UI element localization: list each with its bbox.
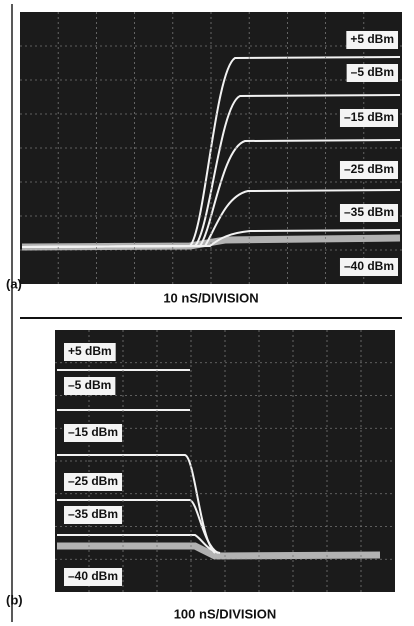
level-label: +5 dBm xyxy=(68,344,112,358)
level-label: –15 dBm xyxy=(68,425,118,439)
level-label: –25 dBm xyxy=(344,162,394,176)
level-label: –15 dBm xyxy=(344,110,394,124)
level-label: –25 dBm xyxy=(68,474,118,488)
scope-panel-a: +5 dBm –5 dBm –15 dBm –25 dBm –35 dBm –40 dBm xyxy=(20,12,402,284)
level-label: –5 dBm xyxy=(351,65,394,79)
scope-panel-b: +5 dBm –5 dBm –15 dBm –25 dBm –35 dBm –40 dBm xyxy=(55,330,395,592)
figure: +5 dBm –5 dBm –15 dBm –25 dBm –35 dBm –40 dBm… xyxy=(0,0,414,626)
level-label: –35 dBm xyxy=(344,205,394,219)
level-label: +5 dBm xyxy=(350,32,394,46)
level-label: –5 dBm xyxy=(68,378,111,392)
level-label: –35 dBm xyxy=(68,507,118,521)
caption: 10 nS/DIVISION xyxy=(163,290,258,305)
level-label: –40 dBm xyxy=(344,259,394,273)
level-label: –40 dBm xyxy=(68,569,118,583)
panel-tag: (a) xyxy=(6,276,22,291)
caption: 100 nS/DIVISION xyxy=(174,606,277,621)
panel-tag: (b) xyxy=(6,592,23,607)
